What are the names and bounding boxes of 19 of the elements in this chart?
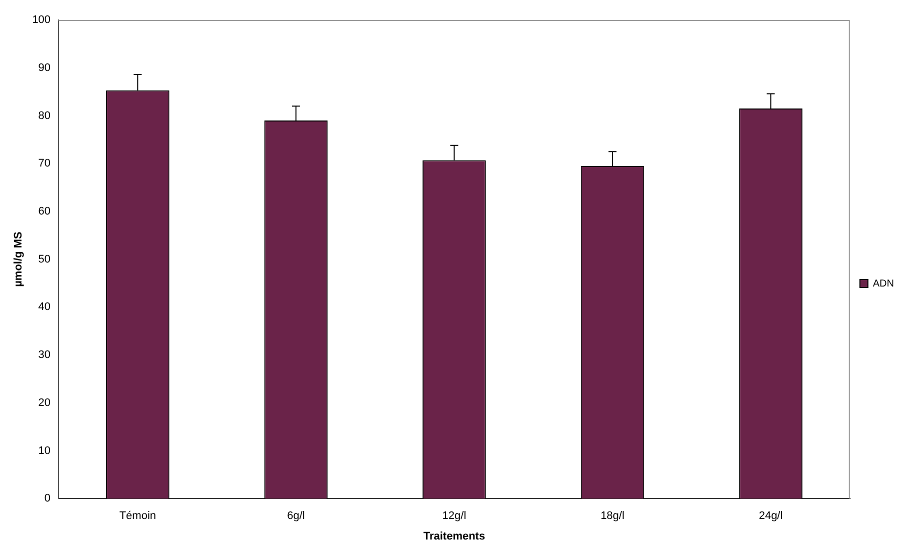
y-tick-label: 80: [38, 110, 51, 122]
x-tick-label: 12g/l: [442, 510, 466, 522]
x-tick-label: Témoin: [119, 510, 156, 522]
y-tick-label: 10: [38, 444, 51, 457]
y-tick-label: 100: [32, 14, 51, 26]
x-axis-title: Traitements: [423, 530, 486, 542]
y-tick-label: 30: [38, 349, 51, 362]
y-tick-label: 70: [38, 158, 51, 170]
x-tick-label: 18g/l: [600, 510, 624, 522]
y-tick-label: 20: [38, 396, 51, 409]
y-tick-label: 90: [38, 62, 51, 74]
y-axis-title: µmol/g MS: [12, 232, 25, 287]
x-tick-label: 6g/l: [287, 510, 305, 522]
x-tick-label: 24g/l: [758, 510, 783, 522]
y-tick-label: 40: [38, 301, 51, 314]
y-tick-label: 50: [38, 253, 51, 266]
y-tick-label: 60: [38, 205, 51, 218]
legend-label: ADN: [872, 278, 894, 290]
y-tick-label: 0: [44, 492, 51, 505]
